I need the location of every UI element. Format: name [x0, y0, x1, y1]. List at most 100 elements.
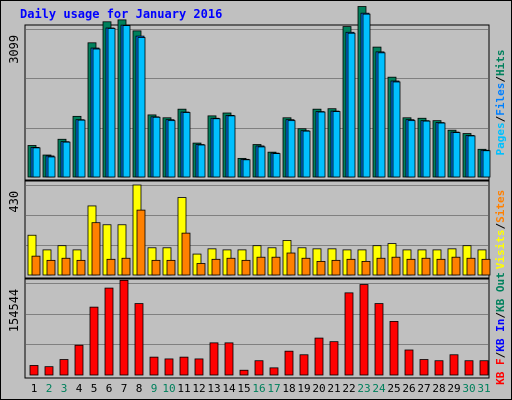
bar-sites-day-25	[391, 256, 401, 276]
x-tick-label-day-22: 22	[342, 382, 355, 395]
bar-kb-f-day-6	[104, 287, 114, 376]
bar-pages-day-3	[62, 141, 71, 178]
bar-pages-day-4	[77, 119, 86, 178]
bar-kb-f-day-19	[299, 354, 309, 376]
bar-sites-day-2	[46, 259, 56, 276]
legend-entry: Files	[494, 83, 507, 116]
bar-pages-day-10	[167, 120, 176, 178]
bar-kb-f-day-4	[74, 344, 84, 376]
legend-entry: KB In	[494, 319, 507, 352]
bar-kb-f-day-13	[209, 342, 219, 376]
bar-kb-f-day-7	[119, 279, 129, 376]
bar-kb-f-day-14	[224, 342, 234, 376]
legend-entry: KB Out	[494, 272, 507, 312]
bar-kb-f-day-30	[464, 360, 474, 376]
bar-sites-day-6	[106, 258, 116, 276]
x-tick-label-day-8: 8	[136, 382, 143, 395]
bar-sites-day-8	[136, 209, 146, 276]
bar-sites-day-18	[286, 252, 296, 276]
x-tick-label-day-2: 2	[46, 382, 53, 395]
bar-sites-day-3	[61, 257, 71, 276]
bar-kb-f-day-5	[89, 306, 99, 376]
legend-entry: Visits	[494, 230, 507, 270]
x-tick-label-day-15: 15	[237, 382, 250, 395]
bar-sites-day-26	[406, 258, 416, 276]
bar-pages-day-17	[272, 153, 281, 178]
x-tick-label-day-20: 20	[312, 382, 325, 395]
bar-pages-day-15	[242, 159, 251, 178]
x-tick-label-day-31: 31	[477, 382, 490, 395]
bar-pages-day-19	[302, 130, 311, 178]
bar-kb-f-day-26	[404, 349, 414, 376]
bar-sites-day-21	[331, 259, 341, 276]
bar-sites-day-10	[166, 259, 176, 276]
x-tick-label-day-6: 6	[106, 382, 113, 395]
bar-pages-day-2	[47, 156, 56, 178]
bar-kb-f-day-27	[419, 359, 429, 376]
bar-kb-f-day-3	[59, 359, 69, 376]
bar-sites-day-29	[451, 256, 461, 276]
bar-sites-day-28	[436, 258, 446, 276]
bar-pages-day-8	[137, 37, 146, 178]
x-tick-label-day-16: 16	[252, 382, 265, 395]
x-tick-label-day-25: 25	[387, 382, 400, 395]
legend-entry: Pages	[494, 122, 507, 155]
bar-pages-day-9	[152, 116, 161, 178]
bar-kb-f-day-11	[179, 356, 189, 376]
bar-pages-day-18	[287, 120, 296, 178]
x-tick-label-day-11: 11	[177, 382, 190, 395]
chart-title: Daily usage for January 2016	[20, 7, 223, 21]
bar-pages-day-21	[332, 111, 341, 178]
bar-kb-f-day-9	[149, 356, 159, 376]
bar-pages-day-11	[182, 112, 191, 178]
bar-kb-f-day-29	[449, 354, 459, 376]
bar-sites-day-30	[466, 257, 476, 276]
legend-entry: KB F	[494, 358, 507, 385]
bar-pages-day-6	[107, 28, 116, 178]
bar-pages-day-26	[407, 120, 416, 178]
x-tick-label-day-13: 13	[207, 382, 220, 395]
x-tick-label-day-7: 7	[121, 382, 128, 395]
bar-pages-day-30	[467, 135, 476, 178]
x-tick-label-day-21: 21	[327, 382, 340, 395]
bar-kb-f-day-10	[164, 358, 174, 376]
bar-pages-day-28	[437, 122, 446, 178]
x-tick-label-day-23: 23	[357, 382, 370, 395]
bar-kb-f-day-8	[134, 303, 144, 376]
bar-pages-day-27	[422, 120, 431, 178]
bar-sites-day-27	[421, 257, 431, 276]
bar-sites-day-12	[196, 263, 206, 276]
bar-pages-day-29	[452, 132, 461, 178]
bar-kb-f-day-1	[29, 365, 39, 376]
x-tick-label-day-5: 5	[91, 382, 98, 395]
bar-pages-day-5	[92, 48, 101, 178]
bar-pages-day-24	[377, 52, 386, 178]
x-tick-label-day-10: 10	[162, 382, 175, 395]
bar-pages-day-20	[317, 111, 326, 178]
bar-sites-day-17	[271, 256, 281, 276]
x-tick-label-day-3: 3	[61, 382, 68, 395]
bar-pages-day-16	[257, 146, 266, 178]
legend-visits-sites: Visits/Sites	[494, 190, 507, 270]
bar-pages-day-23	[362, 13, 371, 178]
bar-kb-f-day-16	[254, 360, 264, 376]
bar-sites-day-14	[226, 257, 236, 276]
bar-sites-day-11	[181, 232, 191, 276]
x-tick-label-day-17: 17	[267, 382, 280, 395]
bar-kb-f-day-21	[329, 341, 339, 376]
x-tick-label-day-9: 9	[151, 382, 158, 395]
x-tick-label-day-29: 29	[447, 382, 460, 395]
bar-kb-f-day-24	[374, 303, 384, 376]
x-tick-label-day-24: 24	[372, 382, 386, 395]
bar-kb-f-day-2	[44, 366, 54, 376]
x-tick-label-day-4: 4	[76, 382, 83, 395]
bar-sites-day-5	[91, 222, 101, 276]
y-max-tick-label: 3099	[7, 35, 21, 64]
bar-kb-f-day-31	[479, 360, 489, 376]
bar-kb-f-day-25	[389, 321, 399, 376]
bar-sites-day-9	[151, 259, 161, 276]
legend-pages-files-hits: Pages/Files/Hits	[494, 50, 507, 156]
bar-kb-f-day-18	[284, 350, 294, 376]
bar-sites-day-31	[481, 258, 491, 276]
legend-entry: Sites	[494, 190, 507, 223]
